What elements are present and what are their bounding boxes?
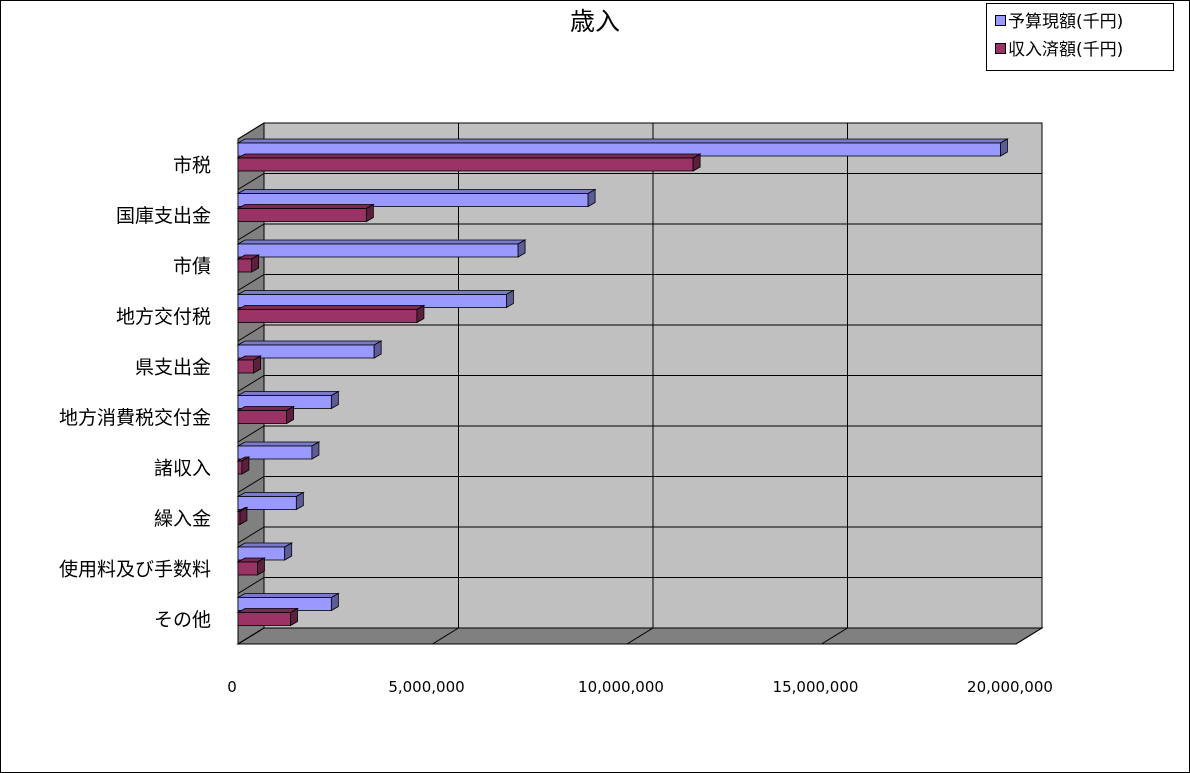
category-label: 繰入金	[154, 508, 211, 530]
gridline-side	[237, 223, 265, 241]
legend-entry-budget: 予算現額(千円)	[995, 10, 1123, 34]
gridline-floor	[432, 627, 459, 645]
gridline-floor	[821, 627, 848, 645]
bar-received-side	[286, 405, 295, 425]
bar-received	[237, 359, 254, 374]
bar-budget-side	[295, 491, 304, 511]
bar-received-side	[251, 254, 260, 273]
x-tick-label: 15,000,000	[773, 678, 859, 696]
bar-budget-side	[1000, 138, 1008, 157]
bar-budget-top	[236, 593, 340, 598]
bar-budget-side	[330, 390, 339, 410]
category-label: その他	[154, 609, 211, 631]
bar-received	[237, 612, 291, 626]
bar-budget-top	[236, 492, 305, 497]
bar-received	[237, 258, 253, 273]
bar-received	[237, 410, 288, 424]
bar-received-side	[239, 506, 248, 526]
bar-received-side	[253, 355, 261, 374]
gridline-side	[237, 274, 265, 291]
bar-budget-top	[236, 239, 527, 245]
bar-budget-top	[236, 542, 294, 548]
bar-budget-side	[587, 188, 596, 208]
category-label: 諸収入	[154, 457, 211, 479]
bar-received	[237, 157, 694, 172]
gridline-side	[237, 425, 265, 443]
x-tick-label: 5,000,000	[388, 678, 464, 696]
bar-budget-side	[284, 542, 293, 561]
legend-swatch-budget	[995, 14, 1006, 26]
legend-swatch-received	[995, 42, 1006, 54]
gridline-side	[237, 173, 265, 190]
bar-budget-side	[373, 340, 382, 359]
bar-received-top	[236, 608, 300, 613]
bar-received-top	[236, 406, 296, 411]
bar-received-top	[236, 204, 375, 209]
bar-budget-top	[236, 340, 383, 346]
legend-label-budget: 予算現額(千円)	[1008, 12, 1124, 32]
bar-budget-side	[330, 592, 339, 612]
chart-legend: 予算現額(千円) 収入済額(千円)	[986, 3, 1174, 71]
bar-budget-top	[236, 391, 340, 396]
bar-budget	[237, 243, 519, 258]
gridline-side	[237, 122, 265, 140]
bar-budget-top	[236, 441, 321, 447]
bar-received-side	[416, 304, 425, 324]
x-tick-label: 0	[227, 678, 237, 696]
bar-received-side	[365, 203, 374, 223]
bar-received-side	[241, 456, 250, 475]
category-label: 使用料及び手数料	[59, 558, 211, 580]
bar-received	[237, 460, 243, 475]
legend-entry-received: 収入済額(千円)	[995, 38, 1123, 62]
bar-received-top	[236, 305, 426, 310]
gridline-side	[237, 476, 265, 493]
legend-label-received: 収入済額(千円)	[1008, 40, 1124, 60]
bar-budget-top	[236, 189, 597, 194]
gridline-side	[237, 577, 265, 594]
bar-received-side	[290, 607, 298, 627]
category-label: 地方消費税交付金	[59, 407, 211, 429]
bar-budget-top	[236, 138, 1009, 144]
bar-budget-side	[517, 239, 526, 258]
x-tick-label: 20,000,000	[967, 678, 1053, 696]
bar-received	[237, 561, 258, 576]
category-label: 地方交付税	[116, 306, 211, 328]
gridline-floor	[237, 627, 265, 645]
gridline-side	[237, 324, 265, 342]
category-label: 国庫支出金	[116, 205, 211, 227]
bar-received-side	[257, 557, 265, 576]
bar-budget-top	[236, 290, 515, 295]
gridline-side	[237, 375, 265, 392]
bar-budget-side	[311, 441, 320, 460]
bar-received-side	[692, 153, 701, 172]
bar-budget-side	[506, 289, 514, 309]
category-label: 県支出金	[135, 356, 211, 378]
gridline-floor	[626, 627, 654, 645]
bar-received	[237, 309, 418, 323]
x-tick-label: 10,000,000	[578, 678, 664, 696]
chart-title: 歳入	[569, 7, 620, 36]
gridline-side	[237, 526, 265, 544]
category-label: 市債	[173, 255, 211, 277]
gridline-floor	[1015, 627, 1043, 645]
bar-received	[237, 208, 367, 222]
category-label: 市税	[173, 154, 211, 176]
bar-received-top	[236, 153, 702, 159]
